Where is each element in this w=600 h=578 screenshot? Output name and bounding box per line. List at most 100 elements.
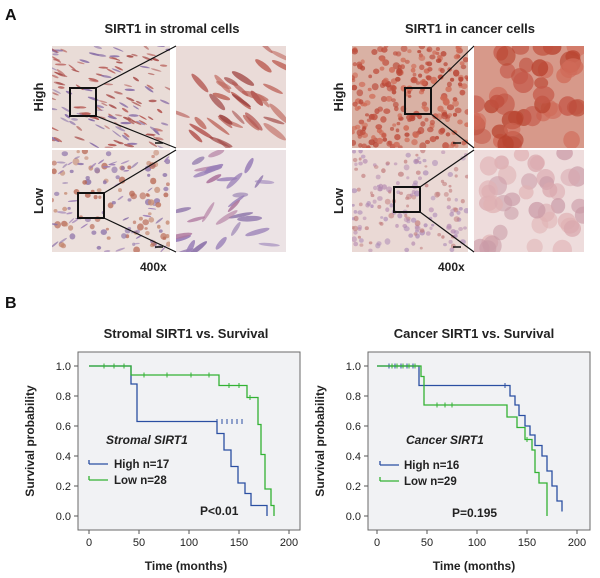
y-axis-label: Survival probability (313, 385, 327, 497)
nucleus (121, 107, 129, 113)
nucleus (60, 117, 70, 123)
legend-item-low: Low n=28 (114, 475, 167, 487)
nucleus (369, 93, 376, 99)
nucleus (81, 112, 91, 115)
nucleus (91, 230, 97, 235)
nucleus (440, 51, 447, 57)
nucleus (352, 139, 357, 146)
nucleus (106, 236, 111, 240)
nucleus (443, 62, 448, 67)
nucleus (58, 237, 68, 244)
nucleus (145, 231, 150, 236)
nucleus (411, 139, 418, 146)
nucleus (245, 227, 270, 237)
nucleus (121, 233, 127, 239)
nucleus (428, 207, 434, 213)
nucleus (353, 210, 358, 214)
nucleus (358, 157, 362, 161)
nucleus (367, 87, 372, 92)
nucleus (115, 175, 120, 180)
nucleus (454, 107, 462, 114)
nucleus (491, 124, 508, 139)
nucleus (373, 185, 378, 191)
nucleus (146, 84, 154, 90)
nucleus (123, 169, 130, 172)
nucleus (127, 119, 135, 125)
nucleus (146, 133, 155, 137)
nucleus (123, 132, 130, 138)
nucleus (383, 46, 389, 49)
nucleus (370, 204, 374, 208)
nucleus (366, 145, 371, 148)
nucleus (193, 169, 213, 178)
nucleus (440, 68, 445, 74)
nucleus (403, 217, 409, 223)
nucleus (189, 123, 214, 140)
nucleus (453, 166, 459, 172)
legend-title: Cancer SIRT1 (406, 433, 484, 447)
nucleus (127, 165, 132, 170)
row-label-low-right: Low (331, 187, 346, 214)
nucleus (119, 102, 129, 108)
nucleus (403, 125, 410, 131)
nucleus (101, 102, 108, 106)
nucleus (68, 64, 77, 71)
nucleus (184, 239, 196, 252)
nucleus (464, 174, 468, 179)
nucleus (371, 113, 378, 121)
nucleus (384, 238, 391, 245)
nucleus (106, 68, 116, 74)
nucleus (250, 90, 264, 106)
nucleus (385, 95, 393, 102)
nucleus (393, 141, 400, 148)
nucleus (362, 216, 367, 221)
nucleus (352, 101, 358, 107)
nucleus (361, 173, 366, 178)
nucleus (404, 213, 408, 218)
nucleus (403, 164, 410, 171)
nucleus (453, 216, 460, 222)
nucleus (518, 185, 534, 200)
nucleus (420, 150, 426, 154)
nucleus (417, 156, 421, 160)
nucleus (139, 65, 151, 69)
nucleus (354, 124, 361, 130)
nucleus (205, 165, 223, 171)
nucleus (406, 204, 410, 208)
nucleus (411, 241, 416, 246)
nucleus (449, 211, 455, 217)
micrograph-cancer-high (352, 46, 468, 148)
nucleus (121, 134, 130, 141)
nucleus (397, 213, 403, 219)
y-tick-label: 0.2 (56, 481, 71, 493)
nucleus (395, 76, 401, 82)
nucleus (145, 193, 149, 197)
nucleus (397, 113, 403, 118)
y-tick-label: 0.2 (346, 481, 361, 493)
nucleus (208, 150, 225, 158)
nucleus (531, 59, 549, 77)
y-tick-label: 1.0 (346, 361, 361, 373)
nucleus (406, 114, 412, 121)
nucleus (381, 168, 386, 174)
nucleus (527, 154, 545, 173)
nucleus (392, 123, 397, 127)
nucleus (429, 226, 433, 230)
y-tick-label: 0.8 (56, 391, 71, 403)
nucleus (452, 97, 458, 102)
nucleus (445, 86, 452, 93)
nucleus (194, 116, 207, 130)
nucleus (158, 229, 163, 233)
nucleus (231, 94, 251, 108)
nucleus (128, 114, 139, 117)
nucleus (147, 72, 155, 76)
nucleus (95, 104, 105, 109)
nucleus (84, 156, 89, 160)
nucleus (368, 241, 373, 245)
nucleus (53, 71, 63, 76)
nucleus (132, 242, 136, 246)
nucleus (391, 85, 397, 91)
connector-line (95, 45, 177, 89)
nucleus (147, 207, 157, 210)
nucleus (417, 126, 425, 135)
